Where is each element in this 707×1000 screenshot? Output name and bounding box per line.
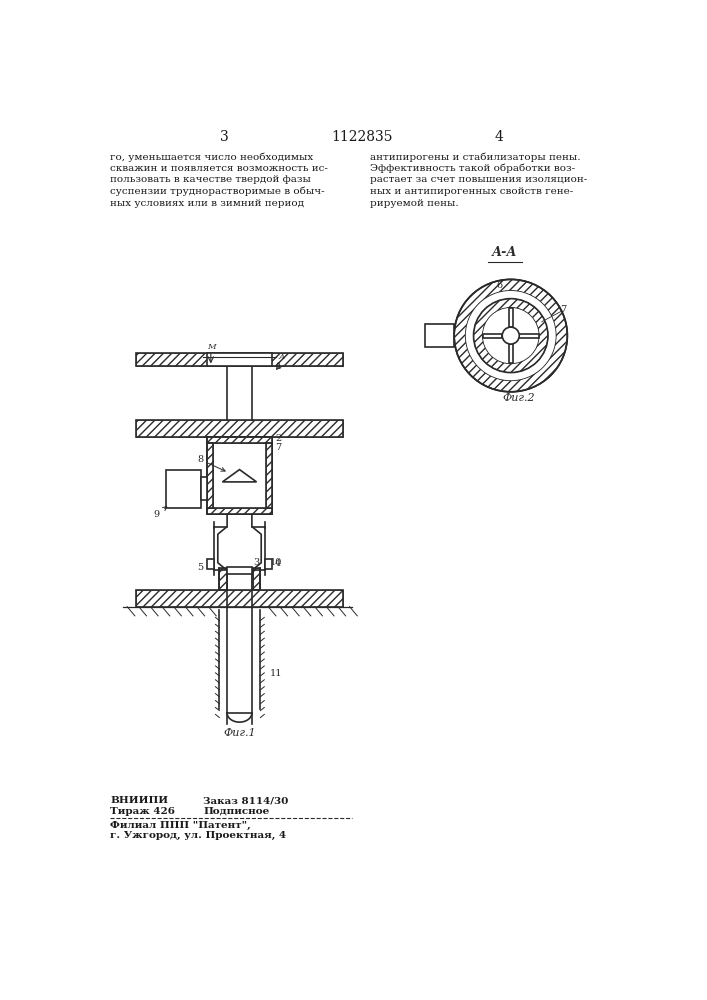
Bar xyxy=(207,437,272,443)
Bar xyxy=(207,508,272,514)
Bar xyxy=(136,420,343,437)
Text: антипирогены и стабилизаторы пены.: антипирогены и стабилизаторы пены. xyxy=(370,152,580,162)
Text: А-А: А-А xyxy=(492,246,518,259)
Text: ВНИИПИ: ВНИИПИ xyxy=(110,796,168,805)
Text: го, уменьшается число необходимых: го, уменьшается число необходимых xyxy=(110,152,313,162)
Bar xyxy=(207,559,214,569)
Circle shape xyxy=(502,327,519,344)
Text: 10: 10 xyxy=(270,558,282,567)
Circle shape xyxy=(483,308,539,363)
Text: 7: 7 xyxy=(275,443,281,452)
Text: 9: 9 xyxy=(153,507,167,519)
Text: Заказ 8114/30: Заказ 8114/30 xyxy=(203,796,288,805)
Bar xyxy=(136,420,343,437)
Text: А: А xyxy=(279,353,285,361)
Bar xyxy=(425,324,454,347)
Polygon shape xyxy=(483,334,502,338)
Polygon shape xyxy=(223,470,257,482)
Text: г. Ужгород, ул. Проектная, 4: г. Ужгород, ул. Проектная, 4 xyxy=(110,831,286,840)
Bar xyxy=(207,443,213,508)
Bar xyxy=(136,353,343,366)
Text: Подписное: Подписное xyxy=(203,807,269,816)
Text: Тираж 426: Тираж 426 xyxy=(110,807,175,816)
Bar xyxy=(219,568,227,590)
Bar xyxy=(201,477,207,500)
Text: растает за счет повышения изоляцион-: растает за счет повышения изоляцион- xyxy=(370,175,587,184)
Text: 11: 11 xyxy=(270,669,282,678)
Bar xyxy=(207,443,213,508)
Bar xyxy=(266,443,272,508)
Bar xyxy=(219,568,227,590)
Text: ных условиях или в зимний период: ных условиях или в зимний период xyxy=(110,199,304,208)
Text: 3: 3 xyxy=(220,130,228,144)
Bar xyxy=(136,353,343,366)
Circle shape xyxy=(454,279,567,392)
Polygon shape xyxy=(509,344,513,363)
Text: 1: 1 xyxy=(276,362,282,371)
Text: Филиал ППП "Патент",: Филиал ППП "Патент", xyxy=(110,821,251,830)
Text: рируемой пены.: рируемой пены. xyxy=(370,199,458,208)
Bar xyxy=(166,470,201,508)
Text: 4: 4 xyxy=(274,559,281,568)
Text: скважин и появляется возможность ис-: скважин и появляется возможность ис- xyxy=(110,164,328,173)
Text: Фиг.1: Фиг.1 xyxy=(223,728,256,738)
Polygon shape xyxy=(519,334,539,338)
Bar xyxy=(136,590,343,607)
Text: Эффективность такой обработки воз-: Эффективность такой обработки воз- xyxy=(370,164,575,173)
Polygon shape xyxy=(509,308,513,327)
Bar xyxy=(207,437,272,514)
Text: суспензии труднорастворимые в обыч-: суспензии труднорастворимые в обыч- xyxy=(110,187,325,196)
Bar xyxy=(207,353,272,366)
Bar xyxy=(207,437,272,443)
Bar xyxy=(252,568,260,590)
Text: 5: 5 xyxy=(198,563,204,572)
Text: ных и антипирогенных свойств гене-: ных и антипирогенных свойств гене- xyxy=(370,187,573,196)
Bar xyxy=(207,508,272,514)
Text: М: М xyxy=(207,343,216,351)
Text: 7: 7 xyxy=(561,306,566,314)
Text: 8: 8 xyxy=(197,455,225,471)
Text: 4: 4 xyxy=(495,130,503,144)
Text: Фиг.2: Фиг.2 xyxy=(502,393,534,403)
Circle shape xyxy=(466,291,556,380)
Text: 6: 6 xyxy=(497,281,503,290)
Text: 3: 3 xyxy=(253,558,259,567)
Bar xyxy=(252,568,260,590)
Text: пользовать в качестве твердой фазы: пользовать в качестве твердой фазы xyxy=(110,175,311,184)
Bar xyxy=(227,567,252,574)
Bar xyxy=(136,590,343,607)
Text: 2: 2 xyxy=(275,434,281,443)
Text: 1122835: 1122835 xyxy=(331,130,392,144)
Bar xyxy=(265,559,272,569)
Bar xyxy=(266,443,272,508)
